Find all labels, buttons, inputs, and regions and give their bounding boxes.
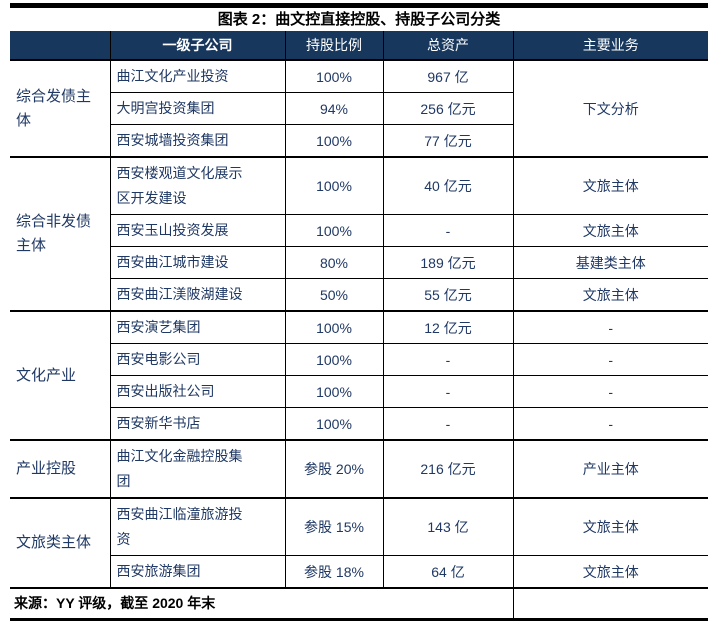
business-cell: 文旅主体 [512, 278, 708, 311]
business-cell: 产业主体 [512, 439, 708, 498]
header-category [10, 31, 110, 60]
table-row: 综合发债主体 曲江文化产业投资 100% 967 亿 下文分析 [10, 59, 708, 157]
top-rule [10, 3, 708, 8]
header-business: 主要业务 [512, 31, 708, 60]
category-cell: 综合非发债主体 [10, 156, 110, 311]
table-row: 西安旅游集团 参股 18% 64 亿 文旅主体 [10, 555, 708, 588]
table-row: 西安电影公司 100% - - [10, 343, 708, 376]
company-cell: 西安城墙投资集团 [109, 124, 285, 157]
company-cell: 西安演艺集团 [109, 310, 285, 344]
business-cell: - [512, 375, 708, 408]
company-cell: 西安电影公司 [109, 343, 285, 376]
subsidiary-table: 一级子公司 持股比例 总资产 主要业务 综合发债主体 曲江文化产业投资 100%… [10, 31, 708, 621]
category-cell: 综合发债主体 [10, 59, 110, 157]
table-row: 文化产业 西安演艺集团 100% 12 亿元 - [10, 310, 708, 440]
category-cell: 文化产业 [10, 310, 110, 440]
table-row: 文旅类主体 西安曲江临潼旅游投资 参股 15% 143 亿 文旅主体 [10, 497, 708, 588]
ratio-cell: 100% [284, 59, 383, 93]
ratio-cell: 100% [284, 310, 383, 344]
assets-cell: 143 亿 [382, 497, 513, 556]
business-cell: 基建类主体 [512, 246, 708, 279]
business-cell: 文旅主体 [512, 555, 708, 588]
ratio-cell: 100% [284, 124, 383, 157]
table-row: 西安玉山投资发展 100% - 文旅主体 [10, 214, 708, 247]
assets-cell: 64 亿 [382, 555, 513, 588]
company-cell: 曲江文化产业投资 [109, 59, 285, 93]
category-cell: 文旅类主体 [10, 497, 110, 588]
figure-table: 图表 2：曲文控直接控股、持股子公司分类 一级子公司 持股比例 总资产 主要业务… [10, 3, 708, 621]
assets-cell: 189 亿元 [382, 246, 513, 279]
business-cell: - [512, 343, 708, 376]
source-note: 来源：YY 评级，截至 2020 年末 [10, 587, 513, 621]
ratio-cell: 50% [284, 278, 383, 311]
company-cell: 西安旅游集团 [109, 555, 285, 588]
table-row: 产业控股 曲江文化金融控股集团 参股 20% 216 亿元 产业主体 [10, 439, 708, 498]
assets-cell: 256 亿元 [382, 92, 513, 125]
ratio-cell: 参股 15% [284, 497, 383, 556]
table-header-row: 一级子公司 持股比例 总资产 主要业务 [10, 31, 708, 60]
header-assets: 总资产 [382, 31, 513, 60]
assets-cell: 216 亿元 [382, 439, 513, 498]
assets-cell: - [382, 343, 513, 376]
company-cell: 西安新华书店 [109, 407, 285, 440]
company-cell: 大明宫投资集团 [109, 92, 285, 125]
company-cell: 西安曲江临潼旅游投资 [109, 497, 285, 556]
company-cell: 西安曲江城市建设 [109, 246, 285, 279]
assets-cell: 77 亿元 [382, 124, 513, 157]
ratio-cell: 100% [284, 343, 383, 376]
business-cell: - [512, 310, 708, 344]
table-row: 西安出版社公司 100% - - [10, 375, 708, 408]
ratio-cell: 参股 20% [284, 439, 383, 498]
header-ratio: 持股比例 [284, 31, 383, 60]
ratio-cell: 参股 18% [284, 555, 383, 588]
ratio-cell: 94% [284, 92, 383, 125]
business-cell: 下文分析 [512, 59, 708, 157]
table-row: 西安城墙投资集团 100% 77 亿元 [10, 124, 708, 157]
table-row: 大明宫投资集团 94% 256 亿元 [10, 92, 708, 125]
assets-cell: 967 亿 [382, 59, 513, 93]
company-cell: 西安玉山投资发展 [109, 214, 285, 247]
business-cell: 文旅主体 [512, 214, 708, 247]
ratio-cell: 100% [284, 375, 383, 408]
assets-cell: - [382, 407, 513, 440]
business-cell: 文旅主体 [512, 497, 708, 556]
assets-cell: 12 亿元 [382, 310, 513, 344]
table-row: 西安新华书店 100% - - [10, 407, 708, 440]
table-row: 西安曲江城市建设 80% 189 亿元 基建类主体 [10, 246, 708, 279]
assets-cell: 40 亿元 [382, 156, 513, 215]
assets-cell: - [382, 375, 513, 408]
category-cell: 产业控股 [10, 439, 110, 498]
table-footer-row: 来源：YY 评级，截至 2020 年末 [10, 587, 708, 621]
page-title: 图表 2：曲文控直接控股、持股子公司分类 [217, 11, 501, 28]
company-cell: 西安楼观道文化展示区开发建设 [109, 156, 285, 215]
header-subsidiary: 一级子公司 [109, 31, 285, 60]
company-cell: 西安曲江渼陂湖建设 [109, 278, 285, 311]
footer-empty-cell [512, 587, 708, 621]
assets-cell: - [382, 214, 513, 247]
ratio-cell: 100% [284, 156, 383, 215]
company-cell: 西安出版社公司 [109, 375, 285, 408]
company-cell: 曲江文化金融控股集团 [109, 439, 285, 498]
business-cell: - [512, 407, 708, 440]
assets-cell: 55 亿元 [382, 278, 513, 311]
business-cell: 文旅主体 [512, 156, 708, 215]
ratio-cell: 100% [284, 214, 383, 247]
table-row: 西安曲江渼陂湖建设 50% 55 亿元 文旅主体 [10, 278, 708, 311]
ratio-cell: 80% [284, 246, 383, 279]
table-row: 综合非发债主体 西安楼观道文化展示区开发建设 100% 40 亿元 文旅主体 [10, 156, 708, 311]
ratio-cell: 100% [284, 407, 383, 440]
